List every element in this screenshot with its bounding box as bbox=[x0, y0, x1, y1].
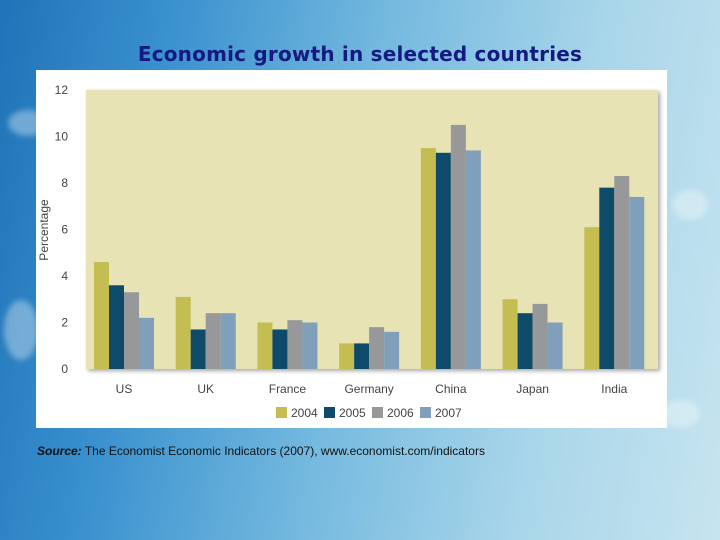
bar-germany-2007 bbox=[384, 331, 400, 369]
bar-japan-2006 bbox=[532, 303, 548, 369]
legend-label: 2006 bbox=[387, 406, 414, 420]
x-tick-label: China bbox=[435, 382, 467, 396]
y-tick-label: 6 bbox=[61, 223, 68, 237]
x-tick-label: France bbox=[269, 382, 307, 396]
source-text: The Economist Economic Indicators (2007)… bbox=[84, 444, 485, 458]
bar-india-2006 bbox=[614, 176, 630, 369]
x-axis: US UK France Germany China Japan India bbox=[116, 382, 628, 396]
x-tick-label: US bbox=[116, 382, 133, 396]
bar-germany-2004 bbox=[339, 343, 355, 369]
bar-us-2006 bbox=[124, 292, 139, 369]
x-tick-label: Japan bbox=[516, 382, 549, 396]
slide-title: Economic growth in selected countries bbox=[137, 42, 583, 66]
bar-china-2004 bbox=[420, 148, 436, 369]
x-tick-label: India bbox=[601, 382, 627, 396]
legend-label: 2005 bbox=[339, 406, 366, 420]
x-tick-label: Germany bbox=[344, 382, 393, 396]
y-tick-label: 4 bbox=[61, 269, 68, 283]
source-note: Source: The Economist Economic Indicator… bbox=[37, 444, 485, 458]
y-tick-label: 10 bbox=[55, 130, 69, 144]
bar-japan-2004 bbox=[502, 299, 518, 369]
bar-us-2007 bbox=[139, 317, 154, 369]
bar-india-2005 bbox=[599, 187, 615, 369]
legend-swatch-2004 bbox=[276, 407, 287, 418]
legend-swatch-2005 bbox=[324, 407, 335, 418]
y-axis-label: Percentage bbox=[37, 199, 51, 261]
bar-chart: 0 2 4 6 8 10 12 US UK France Germany China Japan Ind… bbox=[37, 83, 658, 420]
decorative-cloud bbox=[4, 300, 38, 360]
bar-uk-2006 bbox=[205, 313, 221, 369]
bar-france-2005 bbox=[272, 329, 288, 369]
bar-us-2004 bbox=[94, 262, 109, 369]
bar-india-2004 bbox=[584, 227, 600, 369]
y-tick-label: 8 bbox=[61, 176, 68, 190]
bar-uk-2007 bbox=[220, 313, 236, 369]
bar-uk-2004 bbox=[175, 296, 191, 369]
chart-panel: 0 2 4 6 8 10 12 US UK France Germany China Japan Ind… bbox=[36, 70, 667, 428]
bars bbox=[94, 124, 645, 369]
bar-france-2004 bbox=[257, 322, 273, 369]
bar-uk-2005 bbox=[190, 329, 206, 369]
y-tick-label: 0 bbox=[61, 362, 68, 376]
legend-label: 2007 bbox=[435, 406, 462, 420]
y-axis: 0 2 4 6 8 10 12 bbox=[55, 83, 69, 376]
bar-japan-2005 bbox=[517, 313, 533, 369]
legend: 2004 2005 2006 2007 bbox=[276, 406, 462, 420]
bar-japan-2007 bbox=[547, 322, 563, 369]
bar-us-2005 bbox=[109, 285, 124, 369]
bar-china-2005 bbox=[435, 152, 451, 369]
legend-label: 2004 bbox=[291, 406, 318, 420]
bar-germany-2006 bbox=[369, 327, 385, 369]
legend-swatch-2007 bbox=[420, 407, 431, 418]
bar-germany-2005 bbox=[354, 343, 370, 369]
y-tick-label: 2 bbox=[61, 316, 68, 330]
source-label: Source: bbox=[37, 444, 82, 458]
bar-india-2007 bbox=[629, 196, 645, 369]
y-tick-label: 12 bbox=[55, 83, 69, 97]
bar-france-2007 bbox=[302, 322, 318, 369]
x-tick-label: UK bbox=[197, 382, 214, 396]
legend-swatch-2006 bbox=[372, 407, 383, 418]
bar-france-2006 bbox=[287, 320, 303, 369]
decorative-cloud bbox=[672, 190, 708, 220]
bar-china-2007 bbox=[465, 150, 481, 369]
bar-china-2006 bbox=[450, 124, 466, 369]
